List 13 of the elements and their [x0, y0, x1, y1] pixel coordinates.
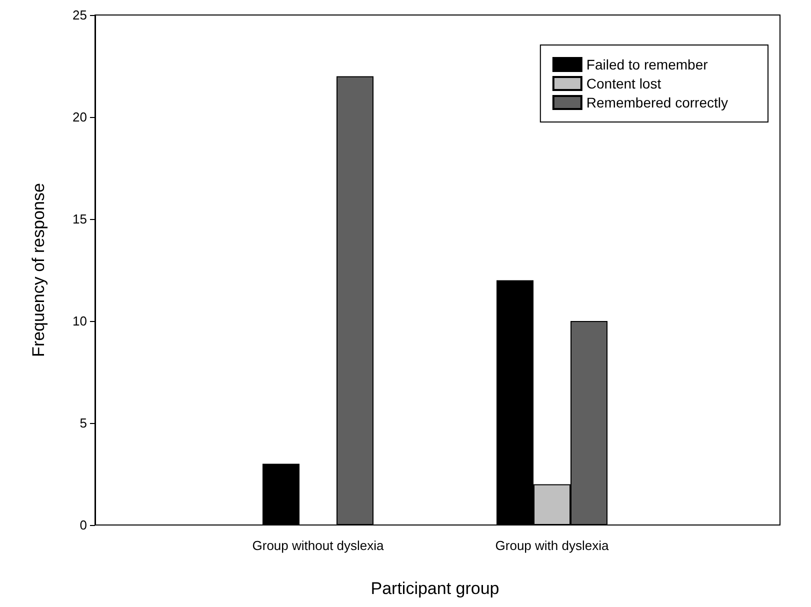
y-axis-title: Frequency of response — [29, 183, 48, 357]
legend-label: Content lost — [586, 76, 662, 92]
legend-label: Failed to remember — [586, 56, 708, 72]
y-tick-label: 20 — [72, 110, 87, 124]
legend-label: Remembered correctly — [586, 94, 728, 110]
y-tick-label: 5 — [80, 416, 87, 430]
x-tick-label: Group without dyslexia — [252, 538, 385, 553]
y-tick-label: 10 — [72, 314, 87, 328]
x-tick-label: Group with dyslexia — [495, 538, 610, 553]
y-tick-label: 25 — [72, 8, 87, 22]
y-tick-label: 15 — [72, 212, 87, 226]
x-axis-title: Participant group — [370, 579, 500, 598]
y-tick-label: 0 — [80, 518, 87, 532]
